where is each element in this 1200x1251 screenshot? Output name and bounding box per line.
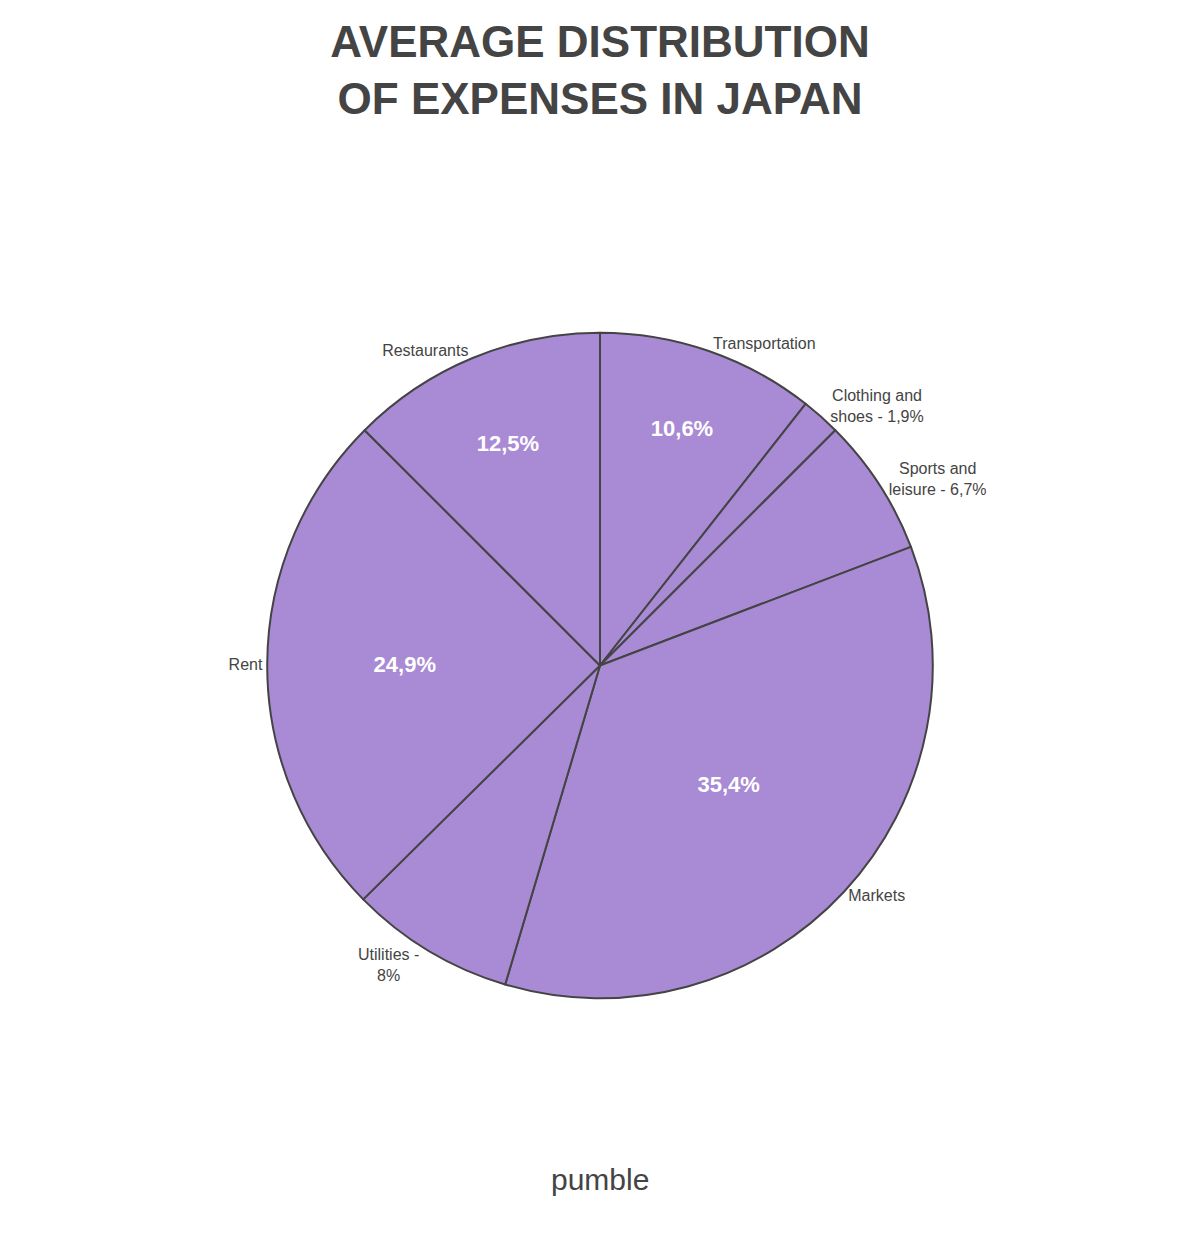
- svg-text:35,4%: 35,4%: [697, 772, 759, 797]
- svg-text:Restaurants: Restaurants: [382, 342, 468, 359]
- svg-text:12,5%: 12,5%: [477, 431, 539, 456]
- svg-text:Transportation: Transportation: [713, 335, 816, 352]
- svg-text:Sports andleisure - 6,7%: Sports andleisure - 6,7%: [889, 460, 987, 498]
- svg-text:10,6%: 10,6%: [651, 416, 713, 441]
- svg-text:Rent: Rent: [229, 656, 263, 673]
- svg-text:Markets: Markets: [848, 887, 905, 904]
- svg-text:AVERAGE DISTRIBUTIONOF EXPENSE: AVERAGE DISTRIBUTIONOF EXPENSES IN JAPAN: [330, 17, 869, 123]
- svg-text:Clothing andshoes - 1,9%: Clothing andshoes - 1,9%: [830, 387, 923, 425]
- svg-text:Utilities -8%: Utilities -8%: [358, 946, 419, 984]
- svg-text:pumble: pumble: [551, 1163, 649, 1196]
- svg-text:24,9%: 24,9%: [374, 652, 436, 677]
